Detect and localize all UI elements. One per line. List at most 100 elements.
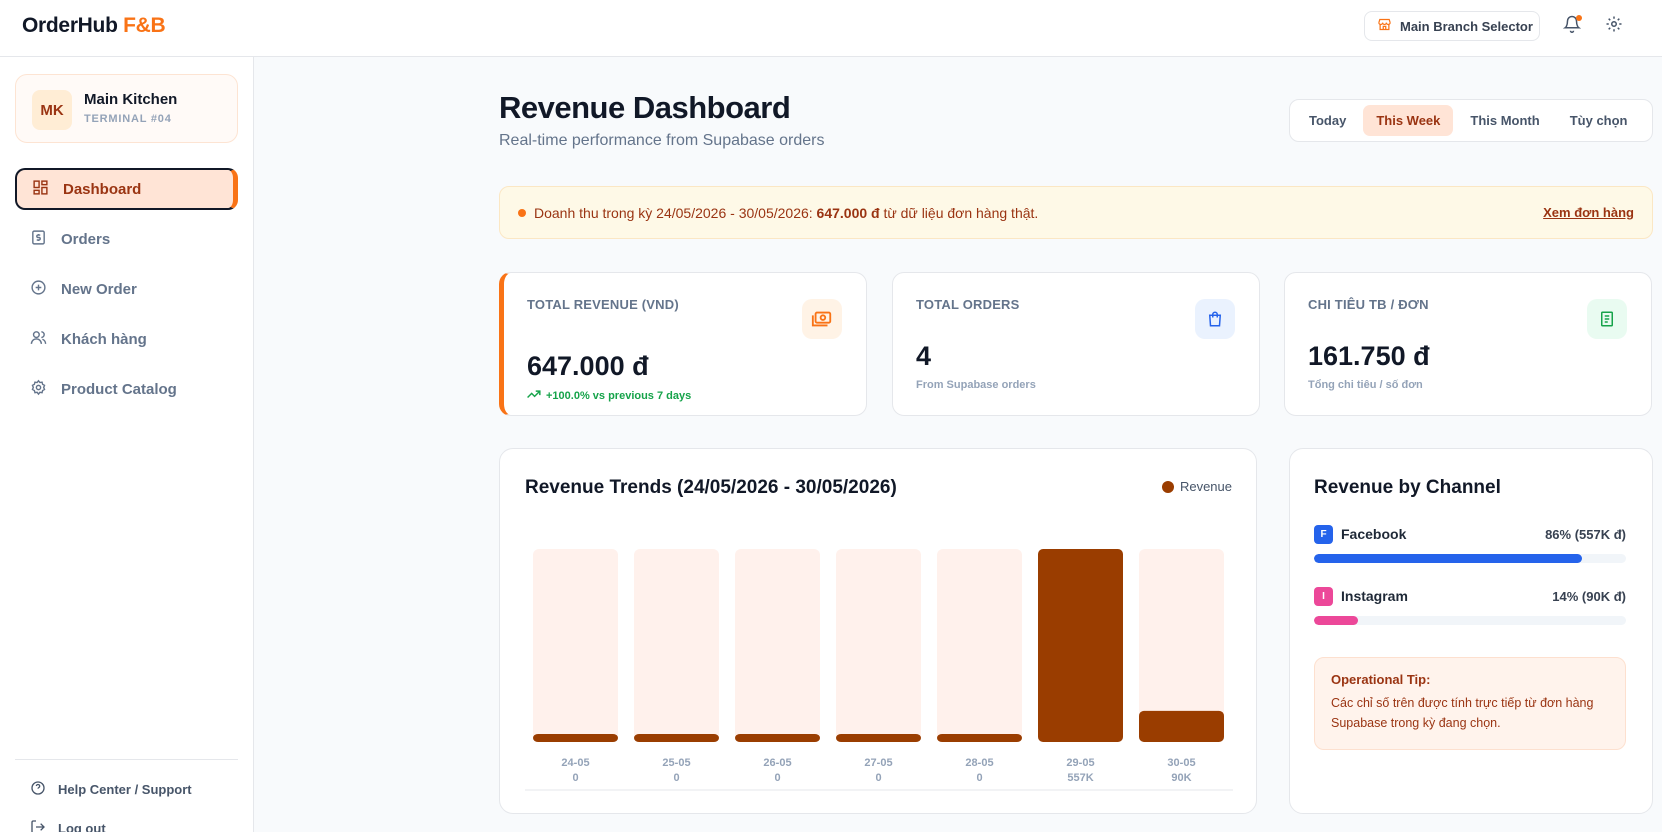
kitchen-card[interactable]: MK Main Kitchen TERMINAL #04 [15, 74, 238, 143]
help-center-link[interactable]: Help Center / Support [30, 780, 192, 799]
bar-24-05[interactable] [533, 734, 618, 742]
bar-value-label: 0 [976, 772, 982, 784]
logo-accent: F&B [123, 14, 166, 37]
plus-circle-icon [30, 279, 47, 300]
x-tick-label: 24-05 [561, 757, 589, 769]
stat-trend: +100.0% vs previous 7 days [527, 389, 691, 402]
bar-29-05[interactable] [1038, 549, 1123, 742]
stat-trend-text: +100.0% vs previous 7 days [546, 389, 692, 402]
average-spend-card: CHI TIÊU TB / ĐƠN 161.750 đ Tổng chi tiê… [1284, 272, 1652, 416]
receipt-icon [30, 229, 47, 250]
channel-title: Revenue by Channel [1314, 477, 1501, 498]
x-tick-label: 28-05 [965, 757, 993, 769]
bar-30-05[interactable] [1139, 710, 1224, 742]
sidebar: MK Main Kitchen TERMINAL #04 Dashboard O… [0, 57, 254, 832]
revenue-trends-card: 24-05 0 25-05 0 26-05 0 27-05 0 28-05 0 29-05 557K 3… [499, 448, 1257, 814]
sidebar-divider [15, 759, 238, 760]
banner-prefix: Doanh thu trong kỳ 24/05/2026 - 30/05/20… [534, 204, 817, 221]
bar-value-label: 0 [774, 772, 780, 784]
channel-name: Facebook [1341, 526, 1407, 542]
tip-text: Các chỉ số trên được tính trực tiếp từ đ… [1331, 696, 1594, 730]
channel-row-facebook: F Facebook 86% (557K đ) [1314, 524, 1626, 563]
date-range-tabs: Today This Week This Month Tùy chọn [1289, 99, 1653, 142]
bar-track [836, 549, 921, 742]
sidebar-item-label: New Order [61, 280, 137, 298]
notification-button[interactable] [1560, 14, 1584, 38]
legend-swatch [1161, 480, 1174, 493]
banner-dot [518, 208, 526, 217]
gear-icon [30, 379, 47, 400]
help-icon [30, 780, 46, 799]
channel-name: Instagram [1341, 588, 1408, 604]
app-logo[interactable]: OrderHub F&B [22, 14, 166, 38]
x-tick-label: 25-05 [662, 757, 690, 769]
bar-value-label: 0 [875, 772, 881, 784]
store-icon [1377, 17, 1392, 35]
x-tick-label: 29-05 [1066, 757, 1094, 769]
tab-custom[interactable]: Tùy chọn [1569, 113, 1628, 128]
tab-this-month[interactable]: This Month [1470, 113, 1540, 128]
logo-main: OrderHub [22, 14, 118, 37]
banner-amount: 647.000 đ [816, 204, 880, 221]
bar-track [937, 549, 1022, 742]
logout-link[interactable]: Log out [30, 819, 106, 832]
revenue-trends-chart: 24-05 0 25-05 0 26-05 0 27-05 0 28-05 0 29-05 557K 3… [525, 549, 1233, 791]
money-icon [802, 299, 842, 339]
bar-value-label: 0 [673, 772, 679, 784]
sidebar-item-label: Product Catalog [61, 380, 177, 398]
channel-progress-track [1314, 616, 1626, 625]
notification-dot [1576, 15, 1582, 21]
avatar: MK [32, 90, 72, 130]
channel-progress-fill [1314, 616, 1358, 625]
tab-today[interactable]: Today [1309, 113, 1347, 128]
sidebar-item-dashboard[interactable]: Dashboard [15, 168, 238, 210]
stat-label: TOTAL ORDERS [916, 297, 1020, 312]
receipt-list-icon [1587, 299, 1627, 339]
view-orders-link[interactable]: Xem đơn hàng [1543, 205, 1634, 220]
sidebar-item-customers[interactable]: Khách hàng [15, 318, 238, 360]
dashboard-icon [32, 179, 49, 200]
banner-suffix: từ dữ liệu đơn hàng thật. [879, 204, 1039, 221]
bar-28-05[interactable] [937, 734, 1022, 742]
sidebar-item-new-order[interactable]: New Order [15, 268, 238, 310]
channel-value: 14% (90K đ) [1552, 588, 1626, 604]
bar-25-05[interactable] [634, 734, 719, 742]
bar-value-label: 557K [1067, 772, 1093, 784]
x-tick-label: 27-05 [864, 757, 892, 769]
tip-title: Operational Tip: [1331, 672, 1431, 687]
facebook-icon: F [1314, 524, 1333, 544]
x-tick-label: 26-05 [763, 757, 791, 769]
legend-label: Revenue [1179, 479, 1232, 494]
instagram-icon: I [1314, 586, 1333, 606]
sidebar-item-orders[interactable]: Orders [15, 218, 238, 260]
top-bar: OrderHub F&B Main Branch Selector [0, 0, 1662, 57]
trending-up-icon [527, 389, 541, 402]
bar-27-05[interactable] [836, 734, 921, 742]
chart-legend: Revenue [1161, 479, 1232, 494]
bell-icon [1562, 15, 1582, 38]
bar-track [1139, 549, 1224, 742]
bar-26-05[interactable] [735, 734, 820, 742]
gear-icon [1605, 15, 1623, 38]
bar-track [634, 549, 719, 742]
stat-value: 161.750 đ [1308, 341, 1430, 371]
logout-label: Log out [58, 821, 106, 832]
branch-label: Main Branch Selector [1400, 18, 1533, 34]
sidebar-item-product-catalog[interactable]: Product Catalog [15, 368, 238, 410]
stat-value: 4 [916, 341, 932, 371]
bar-value-label: 90K [1171, 772, 1191, 784]
bar-track [533, 549, 618, 742]
channel-row-instagram: I Instagram 14% (90K đ) [1314, 586, 1626, 625]
settings-button[interactable] [1602, 14, 1626, 38]
operational-tip: Operational Tip: Các chỉ số trên được tí… [1314, 657, 1626, 750]
sidebar-item-label: Dashboard [63, 180, 142, 198]
branch-selector-button[interactable]: Main Branch Selector [1364, 11, 1540, 41]
help-center-label: Help Center / Support [58, 782, 192, 797]
tab-this-week[interactable]: This Week [1363, 105, 1454, 136]
shopping-bag-icon [1195, 299, 1235, 339]
users-icon [30, 329, 47, 350]
stat-note: Tổng chi tiêu / số đơn [1308, 379, 1423, 391]
stat-label: CHI TIÊU TB / ĐƠN [1308, 297, 1429, 312]
chart-title: Revenue Trends (24/05/2026 - 30/05/2026) [525, 477, 897, 498]
kitchen-name: Main Kitchen [84, 91, 178, 108]
